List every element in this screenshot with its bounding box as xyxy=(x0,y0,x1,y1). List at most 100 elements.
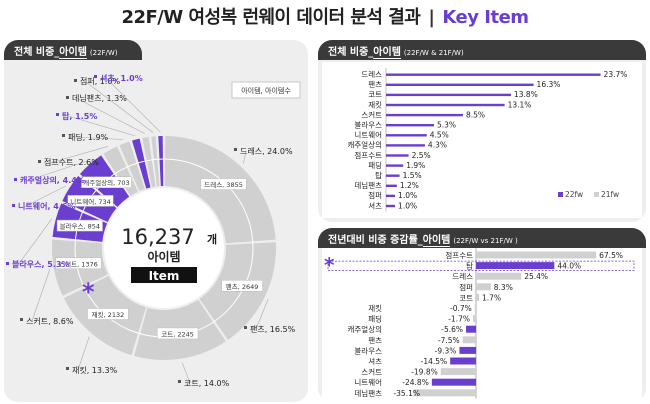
donut-label-marker-5 xyxy=(6,262,9,265)
donut-title-emph: 아이템 xyxy=(59,47,87,59)
change-value-label-7: -5.6% xyxy=(441,325,463,334)
change-category-label-11: 스커트 xyxy=(361,368,382,377)
donut-label-marker-6 xyxy=(12,204,15,207)
donut-outer-label-6: 니트웨어, 4.6% xyxy=(18,201,75,211)
donut-leader-line-7 xyxy=(25,160,88,182)
share-panel-header: 전체 비중_아이템 (22F/W & 21F/W) xyxy=(318,40,646,60)
donut-outer-label-3: 재킷, 13.3% xyxy=(72,365,118,375)
change-value-label-9: -9.3% xyxy=(435,346,457,355)
share-bar-22fw-12 xyxy=(386,194,396,198)
change-category-label-12: 니트웨어 xyxy=(354,377,382,387)
donut-label-marker-4 xyxy=(20,318,23,321)
share-bar-22fw-13 xyxy=(386,204,396,208)
donut-outer-label-2: 코트, 14.0% xyxy=(184,379,230,388)
donut-leader-line-3 xyxy=(77,336,90,371)
share-bar-22fw-8 xyxy=(386,154,409,157)
change-bar-6 xyxy=(472,315,476,323)
donut-leader-line-5 xyxy=(17,218,52,266)
share-value-label-10: 1.5% xyxy=(403,171,422,180)
donut-outer-label-12: 점퍼, 1.0% xyxy=(80,76,121,86)
change-category-label-10: 셔츠 xyxy=(368,357,382,366)
donut-label-marker-13 xyxy=(94,75,97,78)
donut-subtitle: (22F/W) xyxy=(89,49,118,57)
donut-label-marker-3 xyxy=(66,367,69,370)
donut-panel: 전체 비중_아이템 (22F/W) 16,237 개 아이템 Item 아이템, 아이템수… xyxy=(4,40,308,402)
donut-leader-line-13 xyxy=(105,77,161,133)
donut-count-label-1: 팬츠, 2649 xyxy=(226,282,259,291)
share-category-label-0: 드레스 xyxy=(361,70,382,79)
change-panel-header: 전년대비 비중 증감률_아이템 (22F/W vs 21F/W ) xyxy=(318,228,646,248)
title-main: 22F/W 여성복 런웨이 데이터 분석 결과 xyxy=(121,7,421,28)
asterisk-icon: * xyxy=(82,278,95,306)
share-category-label-2: 코트 xyxy=(368,90,382,99)
change-value-label-12: -24.8% xyxy=(402,378,429,387)
donut-outer-label-11: 데님팬츠, 1.3% xyxy=(72,94,127,103)
share-category-label-13: 셔츠 xyxy=(368,201,382,210)
share-category-label-6: 니트웨어 xyxy=(354,130,382,140)
change-category-label-6: 패딩 xyxy=(368,314,382,324)
change-category-label-7: 캐주얼상의 xyxy=(348,324,383,334)
donut-slice-item-13 xyxy=(158,136,164,187)
donut-count-box-7 xyxy=(81,176,132,188)
title-accent: Key Item xyxy=(442,7,529,28)
share-value-label-13: 1.0% xyxy=(398,201,417,210)
donut-center-label: 아이템 xyxy=(147,249,180,264)
share-category-label-12: 점퍼 xyxy=(368,190,382,200)
change-bar-12 xyxy=(431,378,476,386)
share-category-label-4: 스커트 xyxy=(361,110,382,119)
donut-count-label-6: 니트웨어, 734 xyxy=(70,197,110,206)
donut-legend-text: 아이템, 아이템수 xyxy=(241,86,291,95)
share-value-label-11: 1.2% xyxy=(400,181,419,190)
donut-label-marker-7 xyxy=(14,178,17,181)
donut-outer-label-8: 점프수트, 2.6% xyxy=(44,157,99,167)
donut-count-box-3 xyxy=(87,308,129,320)
donut-center-badge-text: Item xyxy=(149,269,180,283)
share-category-label-5: 블라우스 xyxy=(354,121,382,130)
change-value-label-8: -7.5% xyxy=(438,336,460,345)
change-category-label-3: 점퍼 xyxy=(459,282,473,292)
donut-outer-label-9: 패딩, 1.9% xyxy=(68,132,109,142)
donut-count-box-6 xyxy=(67,195,114,207)
donut-count-label-3: 재킷, 2132 xyxy=(92,311,125,319)
donut-outer-label-7: 캐주얼상의, 4.4% xyxy=(20,175,85,185)
share-bar-22fw-0 xyxy=(386,73,601,76)
share-bar-22fw-2 xyxy=(386,93,511,97)
donut-leader-line-6 xyxy=(23,185,67,208)
share-value-label-0: 23.7% xyxy=(604,70,628,79)
change-bar-9 xyxy=(459,346,476,354)
donut-panel-header: 전체 비중_아이템 (22F/W) xyxy=(4,40,142,60)
change-bar-3 xyxy=(476,283,491,291)
change-subtitle: (22F/W vs 21F/W ) xyxy=(453,237,518,245)
change-value-label-5: -0.7% xyxy=(450,304,472,313)
donut-count-box-0 xyxy=(200,178,247,190)
share-category-label-11: 데님팬츠 xyxy=(354,181,382,190)
change-value-label-0: 67.5% xyxy=(599,251,623,260)
page-title: 22F/W 여성복 런웨이 데이터 분석 결과 | Key Item xyxy=(0,3,650,29)
change-bar-chart: 점프수트 67.5% 탑 44.0% 드레스 25.4% 점퍼 8.3% 코트 1.7% 재킷 -0.… xyxy=(324,248,635,399)
share-panel: 전체 비중_아이템 (22F/W & 21F/W) 드레스 23.7% 팬츠 16.3%… xyxy=(318,40,646,222)
share-value-label-6: 4.5% xyxy=(430,131,449,140)
change-value-label-11: -19.8% xyxy=(411,368,438,377)
donut-center-unit: 개 xyxy=(207,232,217,246)
donut-outer-label-10: 탑, 1.5% xyxy=(62,111,97,121)
share-value-label-9: 1.9% xyxy=(406,161,425,170)
change-bar-7 xyxy=(466,325,476,333)
asterisk-icon: * xyxy=(324,253,335,277)
donut-slice-item-11 xyxy=(142,137,156,188)
donut-leader-line-8 xyxy=(49,146,109,164)
donut-label-marker-10 xyxy=(56,113,59,116)
change-title-emph: 아이템 xyxy=(422,235,451,247)
share-bar-22fw-1 xyxy=(386,83,534,86)
change-value-label-3: 8.3% xyxy=(494,283,513,292)
change-category-label-0: 점프수트 xyxy=(445,250,473,260)
donut-slice-item-10 xyxy=(132,138,151,189)
change-title-prefix: 전년대비 비중 증감률_ xyxy=(328,235,423,246)
change-value-label-4: 1.7% xyxy=(482,293,501,302)
share-bar-22fw-3 xyxy=(386,103,505,107)
share-bar-22fw-10 xyxy=(386,174,400,177)
donut-leader-line-12 xyxy=(85,81,154,133)
change-bar-11 xyxy=(440,368,476,376)
donut-count-box-4 xyxy=(55,257,102,270)
change-bar-8 xyxy=(462,336,476,344)
